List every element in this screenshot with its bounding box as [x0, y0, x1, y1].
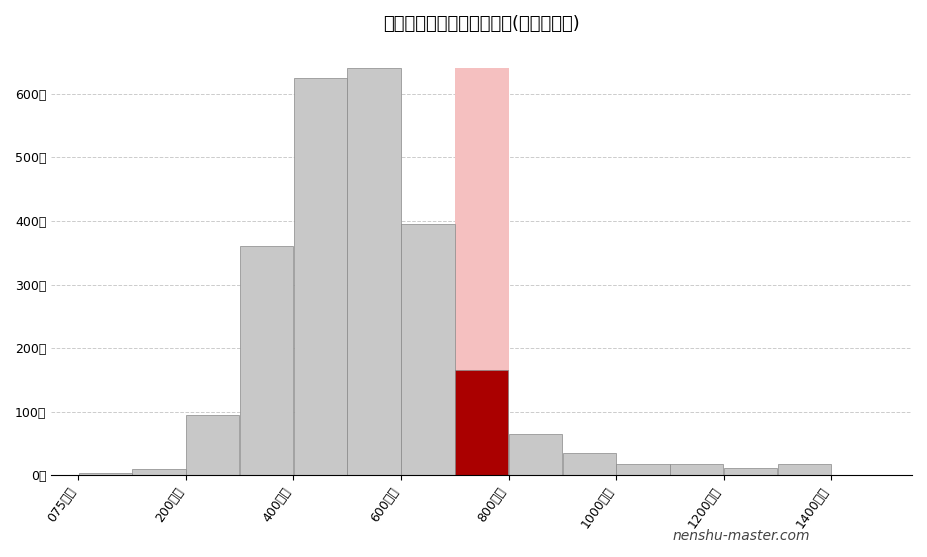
Bar [240, 246, 293, 475]
Bar [724, 468, 777, 475]
Bar [563, 453, 616, 475]
Bar [348, 69, 400, 475]
Bar [778, 464, 831, 475]
Bar [79, 473, 132, 475]
Bar [294, 78, 347, 475]
Text: nenshu-master.com: nenshu-master.com [673, 529, 810, 543]
Bar [133, 469, 185, 475]
Bar [455, 370, 508, 475]
Bar [186, 415, 239, 475]
Bar [616, 464, 669, 475]
Bar [509, 434, 562, 475]
Bar [670, 464, 723, 475]
Title: 三井化学の年収ポジション(関東地方内): 三井化学の年収ポジション(関東地方内) [383, 15, 580, 33]
Bar [455, 69, 509, 475]
Bar [401, 224, 454, 475]
